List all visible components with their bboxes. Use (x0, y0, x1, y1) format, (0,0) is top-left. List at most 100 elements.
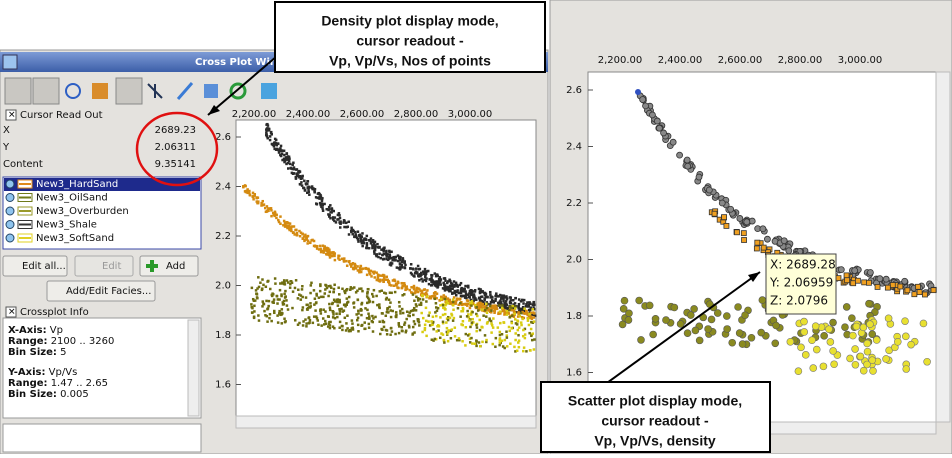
density-cell (301, 295, 304, 299)
tool-button[interactable] (176, 82, 194, 100)
density-cell (443, 287, 446, 290)
density-cell (300, 181, 303, 184)
density-cell (532, 316, 536, 319)
density-cell (281, 301, 285, 304)
tool-button[interactable] (65, 83, 81, 99)
density-cell (283, 280, 286, 283)
density-cell (512, 310, 516, 314)
density-cell (365, 316, 369, 320)
scatter-point (829, 318, 837, 327)
density-cell (385, 310, 389, 314)
scrollbar[interactable] (235, 415, 537, 429)
density-cell (263, 309, 266, 313)
layer-name[interactable]: New3_SoftSand (36, 233, 114, 244)
density-cell (464, 284, 467, 288)
density-cell (313, 297, 317, 300)
density-cell (295, 168, 299, 171)
density-cell (464, 290, 467, 293)
density-cell (390, 291, 393, 295)
density-cell (530, 313, 533, 317)
tooltip-line: Y: 2.06959 (769, 276, 833, 290)
scatter-point (747, 333, 756, 342)
add-button[interactable] (139, 255, 199, 277)
density-cell (361, 232, 364, 235)
density-cell (437, 325, 441, 328)
density-cell (337, 257, 340, 260)
checkbox[interactable] (5, 109, 17, 121)
y-tick-label: 1.6 (215, 380, 231, 391)
facies-button[interactable] (46, 280, 156, 302)
layer-name[interactable]: New3_Overburden (36, 206, 129, 217)
layer-name[interactable]: New3_Shale (36, 220, 97, 231)
density-cell (493, 311, 496, 314)
visibility-icon[interactable] (5, 179, 15, 189)
tool-button[interactable] (4, 77, 32, 105)
density-cell (377, 255, 380, 259)
layer-name[interactable]: New3_HardSand (36, 179, 118, 190)
visibility-icon[interactable] (5, 233, 15, 243)
density-cell (384, 328, 388, 332)
density-cell (432, 280, 436, 284)
density-cell (529, 311, 533, 315)
density-cell (398, 266, 401, 270)
density-cell (510, 327, 514, 330)
check-mark: ✕ (8, 111, 16, 121)
density-cell (532, 313, 535, 317)
density-cell (478, 302, 482, 305)
button-label: Add/Edit Facies... (66, 286, 151, 297)
density-cell (309, 305, 312, 308)
density-cell (398, 305, 401, 308)
tool-button[interactable] (32, 77, 60, 105)
density-cell (266, 124, 270, 127)
density-cell (366, 287, 370, 291)
density-cell (299, 175, 302, 178)
density-cell (438, 282, 441, 285)
density-cell (505, 330, 508, 333)
tool-button[interactable] (92, 83, 108, 99)
scatter-point (852, 322, 861, 331)
layer-name[interactable]: New3_OilSand (36, 193, 108, 204)
scatter-point (639, 96, 647, 103)
density-cell (478, 328, 482, 332)
density-cell (296, 297, 300, 300)
density-cell (362, 241, 366, 245)
tool-button[interactable] (229, 82, 247, 100)
visibility-icon[interactable] (5, 206, 15, 216)
density-cell (343, 316, 347, 320)
density-cell (320, 324, 323, 327)
density-cell (293, 319, 297, 322)
density-cell (314, 245, 317, 248)
density-cell (354, 267, 358, 270)
tool-button[interactable] (115, 77, 143, 105)
density-cell (451, 303, 455, 307)
visibility-icon[interactable] (5, 220, 15, 229)
tool-button[interactable] (261, 83, 277, 99)
scrollbar[interactable] (187, 319, 200, 417)
density-cell (400, 281, 403, 285)
density-cell (319, 193, 322, 197)
density-cell (500, 332, 504, 336)
density-cell (293, 286, 297, 290)
density-cell (369, 242, 373, 245)
callout-line: Vp, Vp/Vs, density (594, 433, 716, 449)
density-cell (514, 350, 517, 353)
density-cell (442, 294, 446, 297)
density-cell (276, 314, 279, 317)
tool-button[interactable] (204, 84, 218, 98)
visibility-icon[interactable] (5, 193, 15, 202)
density-cell (370, 275, 373, 278)
scatter-point (808, 336, 816, 344)
density-cell (343, 219, 346, 223)
edit-button[interactable] (74, 255, 134, 277)
density-cell (441, 321, 445, 325)
density-cell (436, 285, 440, 288)
density-cell (328, 324, 332, 327)
scrollbar[interactable] (935, 71, 951, 423)
density-cell (242, 185, 245, 189)
density-cell (396, 259, 400, 263)
edit-all-button[interactable] (2, 255, 68, 277)
checkbox[interactable] (5, 306, 17, 318)
density-cell (490, 322, 493, 325)
tool-button[interactable] (147, 83, 163, 99)
